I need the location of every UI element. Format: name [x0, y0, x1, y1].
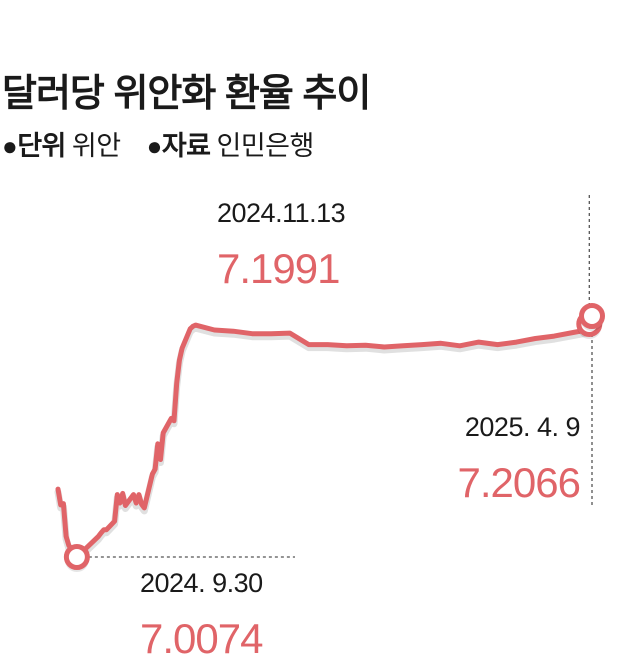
source-value: 인민은행 — [216, 131, 315, 161]
peak-date-label: 2024.11.13 — [217, 198, 345, 228]
marker-last — [579, 303, 605, 329]
bullet-icon: ● — [146, 131, 163, 161]
series-line — [55, 313, 595, 560]
plot-area — [54, 195, 605, 572]
source-key: 자료 — [161, 131, 211, 161]
low-value-label: 7.0074 — [140, 615, 263, 662]
unit-key: 단위 — [17, 131, 66, 161]
marker-low — [63, 544, 90, 570]
unit-value: 위안 — [71, 131, 121, 161]
low-date-label: 2024. 9.30 — [140, 568, 263, 598]
chart-meta: ●단위 위안 ●자료 인민은행 — [2, 124, 314, 163]
peak-value-label: 7.1991 — [217, 245, 339, 292]
last-date-label: 2025. 4. 9 — [465, 412, 580, 442]
bullet-icon: ● — [2, 131, 18, 161]
last-value-label: 7.2066 — [458, 459, 580, 506]
chart-title: 달러당 위안화 환율 추이 — [2, 73, 371, 115]
